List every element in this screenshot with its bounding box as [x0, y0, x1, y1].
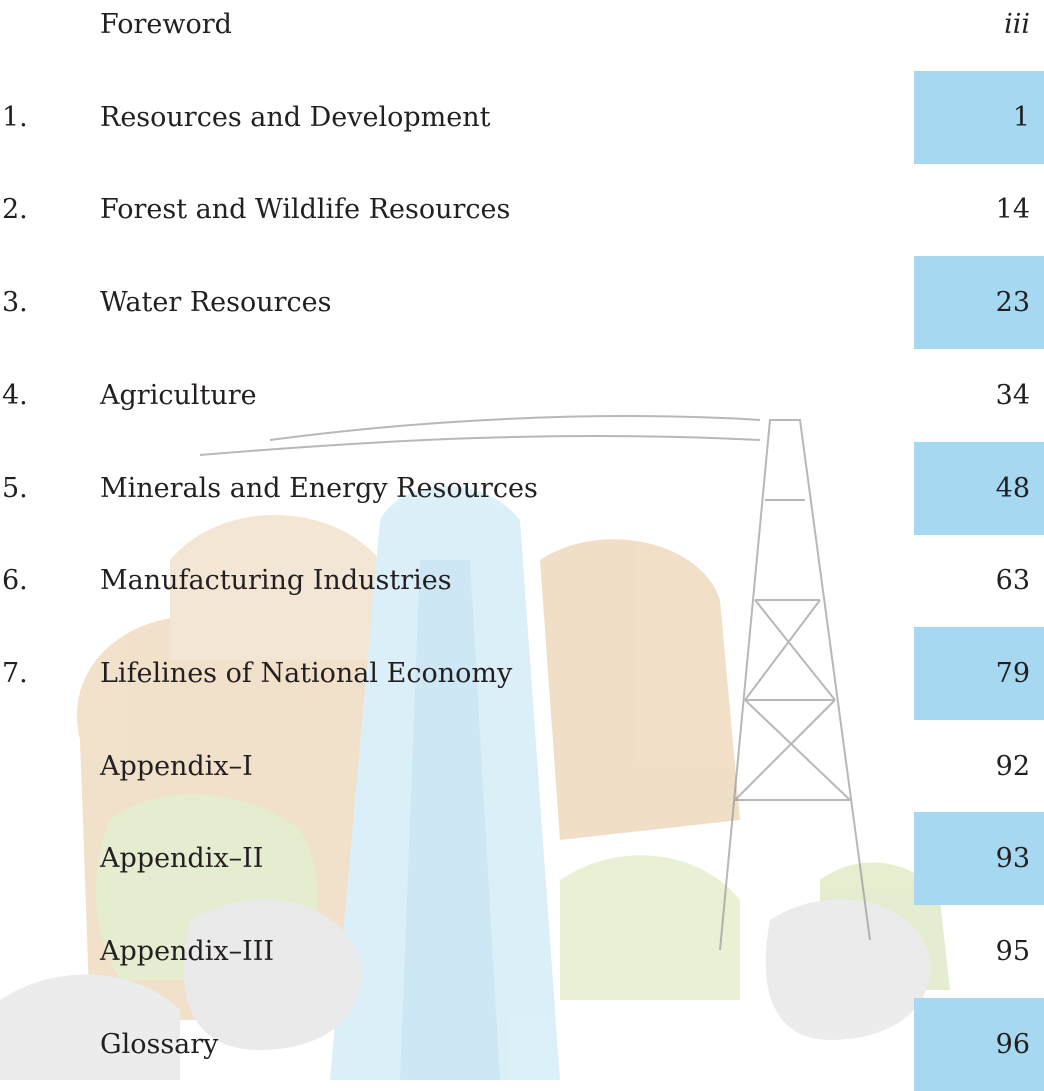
entry-title: Resources and Development: [100, 71, 490, 164]
page-number: 1: [914, 71, 1044, 164]
entry-title: Manufacturing Industries: [100, 534, 452, 627]
chapter-number: 4.: [2, 349, 28, 442]
page: Forewordiii1.Resources and Development12…: [0, 0, 1044, 1080]
page-number: iii: [914, 0, 1044, 71]
toc-entry: Appendix–III 95: [0, 905, 1044, 998]
toc-entry: 4. Agriculture 34: [0, 349, 1044, 442]
page-number: 96: [914, 998, 1044, 1091]
entry-title: Appendix–III: [100, 905, 274, 998]
toc-entry: 7. Lifelines of National Economy 79: [0, 627, 1044, 720]
entry-title: Forest and Wildlife Resources: [100, 163, 510, 256]
entry-title: Appendix–I: [100, 720, 253, 813]
table-of-contents: Forewordiii1.Resources and Development12…: [0, 0, 1044, 1080]
chapter-number: 2.: [2, 163, 28, 256]
chapter-number: 3.: [2, 256, 28, 349]
toc-entry: Glossary 96: [0, 998, 1044, 1091]
toc-entry: 6. Manufacturing Industries 63: [0, 534, 1044, 627]
toc-entry: Appendix–II 93: [0, 812, 1044, 905]
page-number: 92: [914, 720, 1044, 813]
toc-entry: 1. Resources and Development 1: [0, 71, 1044, 164]
entry-title: Glossary: [100, 998, 218, 1091]
page-number: 14: [914, 163, 1044, 256]
chapter-number: 6.: [2, 534, 28, 627]
page-number: 79: [914, 627, 1044, 720]
entry-title: Agriculture: [100, 349, 257, 442]
chapter-number: 7.: [2, 627, 28, 720]
entry-title: Foreword: [100, 0, 232, 71]
toc-entry: 3. Water Resources 23: [0, 256, 1044, 349]
entry-title: Water Resources: [100, 256, 332, 349]
page-number: 48: [914, 442, 1044, 535]
toc-entry: Foreword iii: [0, 0, 1044, 71]
page-number: 95: [914, 905, 1044, 998]
page-number: 63: [914, 534, 1044, 627]
chapter-number: 1.: [2, 71, 28, 164]
page-number: 23: [914, 256, 1044, 349]
page-number: 93: [914, 812, 1044, 905]
entry-title: Lifelines of National Economy: [100, 627, 512, 720]
entry-title: Minerals and Energy Resources: [100, 442, 538, 535]
toc-entry: 2. Forest and Wildlife Resources 14: [0, 163, 1044, 256]
page-number: 34: [914, 349, 1044, 442]
entry-title: Appendix–II: [100, 812, 263, 905]
toc-entry: Appendix–I 92: [0, 720, 1044, 813]
toc-entry: 5. Minerals and Energy Resources 48: [0, 442, 1044, 535]
chapter-number: 5.: [2, 442, 28, 535]
